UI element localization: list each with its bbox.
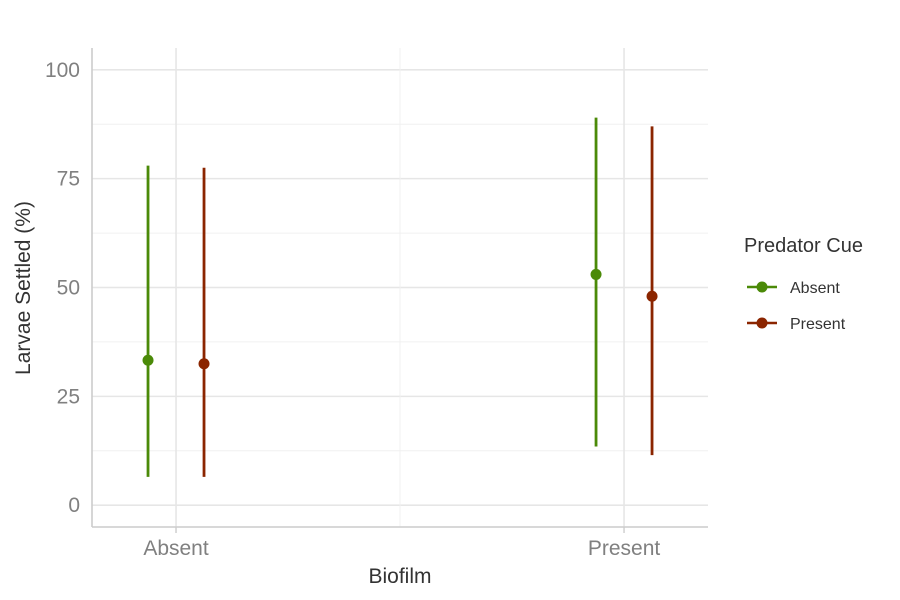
tick-labels: 0 25 50 75 100 Absent Present	[45, 59, 660, 560]
legend-label: Present	[790, 316, 846, 333]
legend-key-point	[756, 281, 768, 293]
y-tick-label: 100	[45, 59, 80, 82]
data-point	[590, 268, 602, 280]
y-tick-label: 75	[57, 168, 80, 191]
x-axis-title: Biofilm	[368, 565, 431, 588]
y-tick-label: 0	[68, 494, 80, 517]
legend-key-point	[756, 317, 768, 329]
legend-label: Absent	[790, 280, 840, 297]
y-tick-label: 25	[57, 385, 80, 408]
data-marks	[142, 117, 658, 477]
grid	[92, 48, 708, 527]
legend: Predator Cue Absent Present	[744, 235, 863, 333]
data-point	[142, 354, 154, 366]
x-tick-label: Present	[588, 537, 661, 560]
data-point	[646, 290, 658, 302]
data-point	[198, 358, 210, 370]
axes	[91, 48, 708, 533]
x-tick-label: Absent	[143, 537, 209, 560]
y-axis-title: Larvae Settled (%)	[12, 201, 35, 375]
legend-title: Predator Cue	[744, 235, 863, 257]
y-tick-label: 50	[57, 277, 80, 300]
